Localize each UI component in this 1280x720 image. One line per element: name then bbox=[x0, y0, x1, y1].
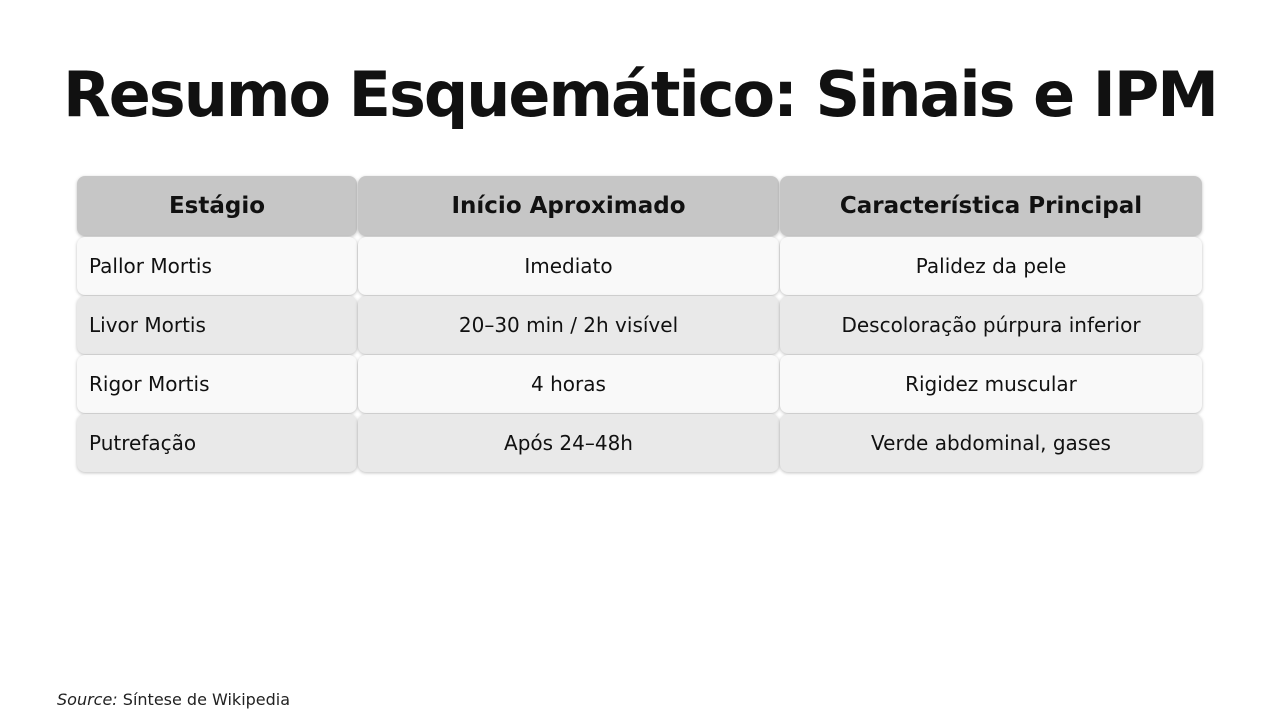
header-cell: Início Aproximado bbox=[358, 176, 779, 236]
source-label: Source: bbox=[57, 690, 118, 709]
summary-table: Estágio Início Aproximado Característica… bbox=[77, 176, 1203, 473]
table-cell: 20–30 min / 2h visível bbox=[358, 296, 779, 354]
table-cell: Livor Mortis bbox=[77, 296, 357, 354]
table-cell: Rigidez muscular bbox=[780, 355, 1202, 413]
table-cell: 4 horas bbox=[358, 355, 779, 413]
source-text: Síntese de Wikipedia bbox=[122, 690, 291, 709]
table-cell: Putrefação bbox=[77, 414, 357, 472]
source-note: Source: Síntese de Wikipedia bbox=[57, 690, 290, 709]
header-cell: Característica Principal bbox=[780, 176, 1202, 236]
table-cell: Após 24–48h bbox=[358, 414, 779, 472]
table-cell: Descoloração púrpura inferior bbox=[780, 296, 1202, 354]
table-cell: Palidez da pele bbox=[780, 237, 1202, 295]
table-cell: Pallor Mortis bbox=[77, 237, 357, 295]
slide-title: Resumo Esquemático: Sinais e IPM bbox=[63, 58, 1219, 131]
table-cell: Rigor Mortis bbox=[77, 355, 357, 413]
header-cell: Estágio bbox=[77, 176, 357, 236]
table-cell: Imediato bbox=[358, 237, 779, 295]
table-cell: Verde abdominal, gases bbox=[780, 414, 1202, 472]
